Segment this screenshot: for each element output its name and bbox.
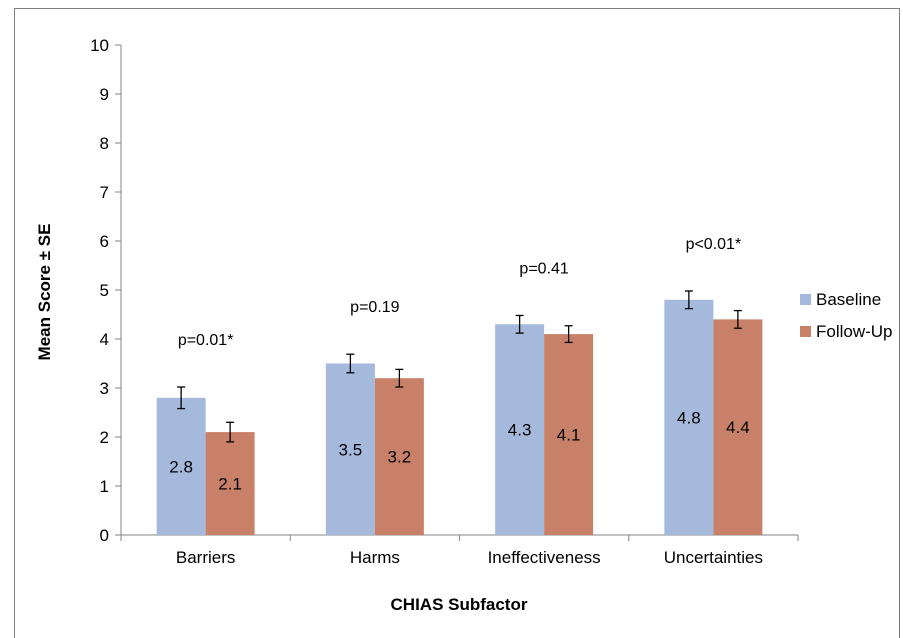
legend: Baseline Follow-Up (800, 290, 893, 341)
x-tick-label: Ineffectiveness (488, 548, 601, 567)
legend-swatch-baseline (800, 294, 811, 305)
y-axis-title: Mean Score ± SE (35, 224, 54, 361)
data-label: 2.8 (169, 457, 193, 476)
legend-label-follow-up: Follow-Up (816, 322, 893, 341)
bar-baseline-harms (325, 363, 375, 535)
data-labels-group: 2.8 2.1 3.5 3.2 4.3 4.1 4.8 4.4 (169, 408, 749, 493)
data-label: 4.1 (557, 426, 581, 445)
p-value-annotation: p=0.01* (178, 332, 234, 349)
error-bars-group (177, 290, 742, 443)
data-label: 3.5 (339, 440, 363, 459)
y-tick-label: 4 (100, 330, 109, 349)
bar-follow-up-ineffectiveness (544, 334, 594, 535)
bar-baseline-ineffectiveness (495, 324, 545, 535)
p-value-annotation: p=0.19 (350, 299, 399, 316)
p-value-annotation: p<0.01* (686, 236, 742, 253)
x-tick-label: Harms (350, 548, 400, 567)
bar-baseline-barriers (156, 397, 206, 535)
legend-swatch-follow-up (800, 326, 811, 337)
x-axis: Barriers Harms Ineffectiveness Uncertaintie… (120, 534, 799, 567)
p-value-annotation: p=0.41 (519, 260, 568, 277)
x-axis-title: CHIAS Subfactor (391, 595, 528, 614)
bar-follow-up-barriers (205, 432, 255, 535)
y-tick-label: 10 (90, 36, 109, 55)
data-label: 2.1 (218, 475, 242, 494)
y-tick-label: 0 (100, 526, 109, 545)
y-tick-label: 7 (100, 183, 109, 202)
x-tick-label: Uncertainties (664, 548, 763, 567)
data-label: 3.2 (388, 448, 412, 467)
y-tick-label: 2 (100, 428, 109, 447)
data-label: 4.3 (508, 421, 532, 440)
y-tick-label: 1 (100, 477, 109, 496)
bar-follow-up-harms (374, 378, 424, 535)
bar-follow-up-uncertainties (713, 319, 763, 535)
legend-label-baseline: Baseline (816, 290, 881, 309)
bar-baseline-uncertainties (664, 299, 714, 535)
y-tick-label: 9 (100, 85, 109, 104)
annotations-group: p=0.01* p=0.19 p=0.41 p<0.01* (178, 236, 741, 349)
y-tick-label: 8 (100, 134, 109, 153)
y-axis: 0 1 2 3 4 5 6 7 8 9 10 (90, 36, 122, 545)
y-tick-label: 3 (100, 379, 109, 398)
y-tick-label: 5 (100, 281, 109, 300)
x-tick-label: Barriers (176, 548, 236, 567)
data-label: 4.8 (677, 408, 701, 427)
bars-group (156, 299, 763, 535)
y-tick-label: 6 (100, 232, 109, 251)
data-label: 4.4 (726, 418, 750, 437)
